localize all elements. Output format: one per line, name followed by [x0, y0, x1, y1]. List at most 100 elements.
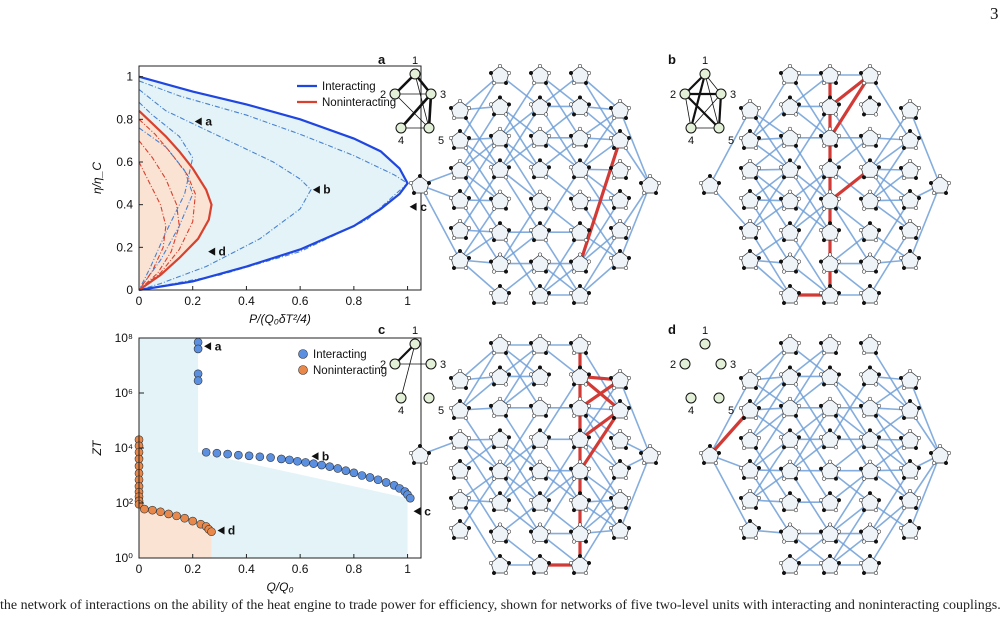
state-pentagon: [570, 524, 590, 542]
network-state-glyph: [858, 252, 882, 274]
state-dot: [451, 235, 457, 241]
data-point-noninteracting: [148, 505, 157, 515]
network-edge: [619, 454, 651, 531]
state-pentagon: [900, 520, 920, 539]
state-dot: [503, 413, 509, 418]
state-dot: [568, 133, 574, 138]
state-dot: [583, 350, 589, 356]
data-point-noninteracting: [180, 513, 189, 523]
graph-node: [425, 88, 437, 100]
series-line-interacting: [138, 75, 409, 292]
state-dot: [836, 560, 842, 566]
state-dot: [623, 535, 629, 541]
state-dot: [488, 403, 494, 408]
state-dot: [488, 165, 494, 170]
x-tick-label: 0.8: [346, 294, 363, 308]
state-dot: [796, 70, 802, 76]
y-tick-label: 10⁴: [114, 441, 133, 455]
state-dot: [916, 495, 922, 501]
network-edge: [869, 499, 911, 566]
state-dot: [781, 445, 787, 450]
state-pentagon: [780, 65, 800, 84]
state-dot: [818, 340, 824, 346]
state-dot: [781, 539, 787, 544]
state-dot: [873, 445, 879, 450]
state-dot: [623, 265, 629, 271]
state-dot: [796, 165, 802, 170]
state-dot: [608, 165, 614, 171]
data-point-interacting: [201, 447, 211, 457]
state-pentagon: [450, 430, 470, 449]
state-pentagon: [570, 492, 590, 511]
network-edge: [459, 499, 501, 566]
graph-edge: [690, 93, 722, 129]
state-dot: [647, 443, 653, 449]
state-dot: [861, 206, 867, 211]
state-pentagon: [860, 524, 880, 542]
state-dot: [408, 180, 414, 186]
state-dot: [586, 102, 592, 107]
state-dot: [543, 206, 549, 211]
state-dot: [836, 70, 842, 76]
network-state-glyph: [528, 365, 552, 387]
state-dot: [867, 283, 873, 289]
network-state-glyph: [448, 398, 472, 421]
state-dot: [873, 382, 879, 387]
state-dot: [451, 205, 457, 211]
state-pentagon: [780, 222, 800, 241]
state-dot: [796, 560, 802, 566]
state-dot: [747, 218, 753, 224]
state-dot: [873, 112, 879, 117]
dashed-curve-blue-3: [138, 127, 194, 291]
state-dot: [778, 290, 784, 296]
data-point-interacting: [365, 473, 375, 482]
y-tick-label: 0: [126, 283, 133, 297]
state-dot: [503, 570, 509, 576]
state-dot: [833, 350, 839, 356]
graph-node: [389, 358, 401, 370]
network-state-glyph: [818, 95, 842, 117]
state-dot: [861, 238, 867, 243]
state-dot: [796, 372, 802, 377]
state-dot: [528, 290, 534, 296]
state-dot: [537, 189, 543, 194]
state-dot: [537, 252, 543, 257]
panel-label: c: [378, 322, 385, 337]
state-dot: [781, 269, 787, 274]
network-state-glyph: [778, 333, 802, 356]
state-pentagon: [450, 250, 470, 269]
network-edge: [499, 137, 541, 202]
annotation-label: d: [228, 524, 235, 538]
state-dot: [543, 508, 549, 513]
state-dot: [623, 115, 629, 121]
state-dot: [778, 466, 784, 471]
network-state-glyph: [738, 458, 762, 481]
state-dot: [821, 350, 827, 356]
state-dot: [781, 175, 787, 180]
state-dot: [756, 525, 762, 531]
state-dot: [876, 259, 882, 264]
state-dot: [491, 445, 497, 450]
network-edge: [789, 231, 831, 296]
graph-node: [699, 338, 711, 350]
state-pentagon: [530, 461, 550, 480]
state-pentagon: [860, 254, 880, 272]
state-pentagon: [530, 65, 550, 84]
state-dot: [537, 333, 543, 339]
state-pentagon: [780, 492, 800, 511]
state-dot: [741, 145, 747, 151]
state-dot: [488, 228, 494, 233]
data-point-interacting: [285, 455, 294, 465]
state-dot: [583, 80, 589, 86]
state-dot: [858, 560, 864, 566]
state-dot: [528, 466, 534, 471]
state-dot: [586, 403, 592, 408]
state-dot: [586, 529, 592, 534]
network-state-glyph: [608, 188, 632, 211]
state-pentagon: [610, 460, 630, 479]
state-dot: [531, 269, 537, 274]
network-edge: [749, 199, 791, 264]
network-state-glyph: [488, 428, 512, 450]
state-dot: [836, 196, 842, 201]
dashed-curve-blue-1: [138, 89, 312, 291]
